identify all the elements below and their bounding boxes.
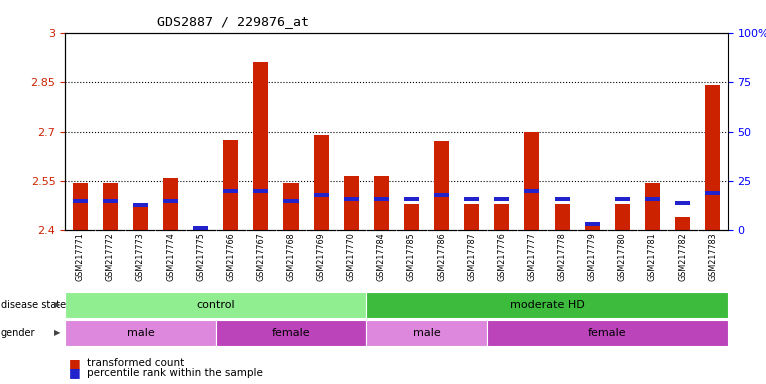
Text: ▶: ▶ bbox=[54, 328, 61, 338]
Text: GSM217772: GSM217772 bbox=[106, 232, 115, 281]
Bar bbox=[464, 197, 480, 201]
Text: GSM217767: GSM217767 bbox=[257, 232, 265, 281]
Bar bbox=[313, 135, 329, 230]
Bar bbox=[404, 204, 419, 230]
Bar bbox=[584, 222, 600, 227]
Text: ▶: ▶ bbox=[54, 300, 61, 310]
Bar bbox=[494, 204, 509, 230]
Bar bbox=[525, 189, 539, 193]
Bar bbox=[344, 176, 358, 230]
Bar bbox=[193, 229, 208, 230]
Text: GSM217768: GSM217768 bbox=[286, 232, 296, 281]
Bar bbox=[615, 197, 630, 201]
Bar bbox=[366, 292, 728, 318]
Text: GDS2887 / 229876_at: GDS2887 / 229876_at bbox=[157, 15, 309, 28]
Text: GSM217787: GSM217787 bbox=[467, 232, 476, 281]
Bar bbox=[283, 199, 299, 203]
Bar bbox=[434, 193, 449, 197]
Text: male: male bbox=[126, 328, 154, 338]
Text: gender: gender bbox=[1, 328, 35, 338]
Text: GSM217777: GSM217777 bbox=[528, 232, 536, 281]
Text: GSM217781: GSM217781 bbox=[648, 232, 657, 281]
Text: GSM217771: GSM217771 bbox=[76, 232, 85, 281]
Bar bbox=[366, 320, 486, 346]
Bar bbox=[73, 183, 87, 230]
Text: GSM217770: GSM217770 bbox=[347, 232, 355, 281]
Bar bbox=[73, 199, 87, 203]
Text: control: control bbox=[196, 300, 235, 310]
Bar bbox=[163, 199, 178, 203]
Text: disease state: disease state bbox=[1, 300, 66, 310]
Bar bbox=[133, 207, 148, 230]
Text: GSM217776: GSM217776 bbox=[497, 232, 506, 281]
Bar bbox=[163, 178, 178, 230]
Bar bbox=[103, 183, 118, 230]
Text: female: female bbox=[272, 328, 310, 338]
Text: GSM217775: GSM217775 bbox=[196, 232, 205, 281]
Bar bbox=[103, 199, 118, 203]
Bar bbox=[65, 292, 366, 318]
Bar bbox=[494, 197, 509, 201]
Text: ■: ■ bbox=[69, 366, 80, 379]
Text: GSM217769: GSM217769 bbox=[316, 232, 326, 281]
Bar bbox=[283, 183, 299, 230]
Bar bbox=[645, 183, 660, 230]
Bar bbox=[675, 201, 690, 205]
Text: GSM217778: GSM217778 bbox=[558, 232, 567, 281]
Bar bbox=[374, 197, 389, 201]
Bar bbox=[223, 140, 238, 230]
Bar bbox=[223, 189, 238, 193]
Bar bbox=[344, 197, 358, 201]
Bar bbox=[216, 320, 366, 346]
Text: GSM217780: GSM217780 bbox=[618, 232, 627, 281]
Text: percentile rank within the sample: percentile rank within the sample bbox=[87, 368, 263, 378]
Bar bbox=[645, 197, 660, 201]
Bar bbox=[313, 193, 329, 197]
Text: GSM217779: GSM217779 bbox=[588, 232, 597, 281]
Text: male: male bbox=[413, 328, 440, 338]
Text: moderate HD: moderate HD bbox=[509, 300, 584, 310]
Bar bbox=[615, 204, 630, 230]
Text: female: female bbox=[588, 328, 627, 338]
Text: ■: ■ bbox=[69, 357, 80, 370]
Bar bbox=[254, 189, 268, 193]
Bar bbox=[133, 203, 148, 207]
Bar bbox=[464, 204, 480, 230]
Text: GSM217783: GSM217783 bbox=[708, 232, 717, 281]
Bar bbox=[705, 191, 720, 195]
Bar bbox=[705, 85, 720, 230]
Bar bbox=[193, 227, 208, 230]
Text: GSM217766: GSM217766 bbox=[226, 232, 235, 281]
Bar bbox=[434, 141, 449, 230]
Bar bbox=[555, 204, 570, 230]
Text: GSM217785: GSM217785 bbox=[407, 232, 416, 281]
Bar bbox=[65, 320, 216, 346]
Text: GSM217782: GSM217782 bbox=[678, 232, 687, 281]
Text: transformed count: transformed count bbox=[87, 358, 184, 368]
Bar bbox=[254, 62, 268, 230]
Bar bbox=[374, 176, 389, 230]
Bar bbox=[404, 197, 419, 201]
Bar bbox=[555, 197, 570, 201]
Bar bbox=[486, 320, 728, 346]
Bar bbox=[584, 224, 600, 230]
Text: GSM217774: GSM217774 bbox=[166, 232, 175, 281]
Text: GSM217773: GSM217773 bbox=[136, 232, 145, 281]
Text: GSM217786: GSM217786 bbox=[437, 232, 446, 281]
Text: GSM217784: GSM217784 bbox=[377, 232, 386, 281]
Bar bbox=[675, 217, 690, 230]
Bar bbox=[525, 131, 539, 230]
